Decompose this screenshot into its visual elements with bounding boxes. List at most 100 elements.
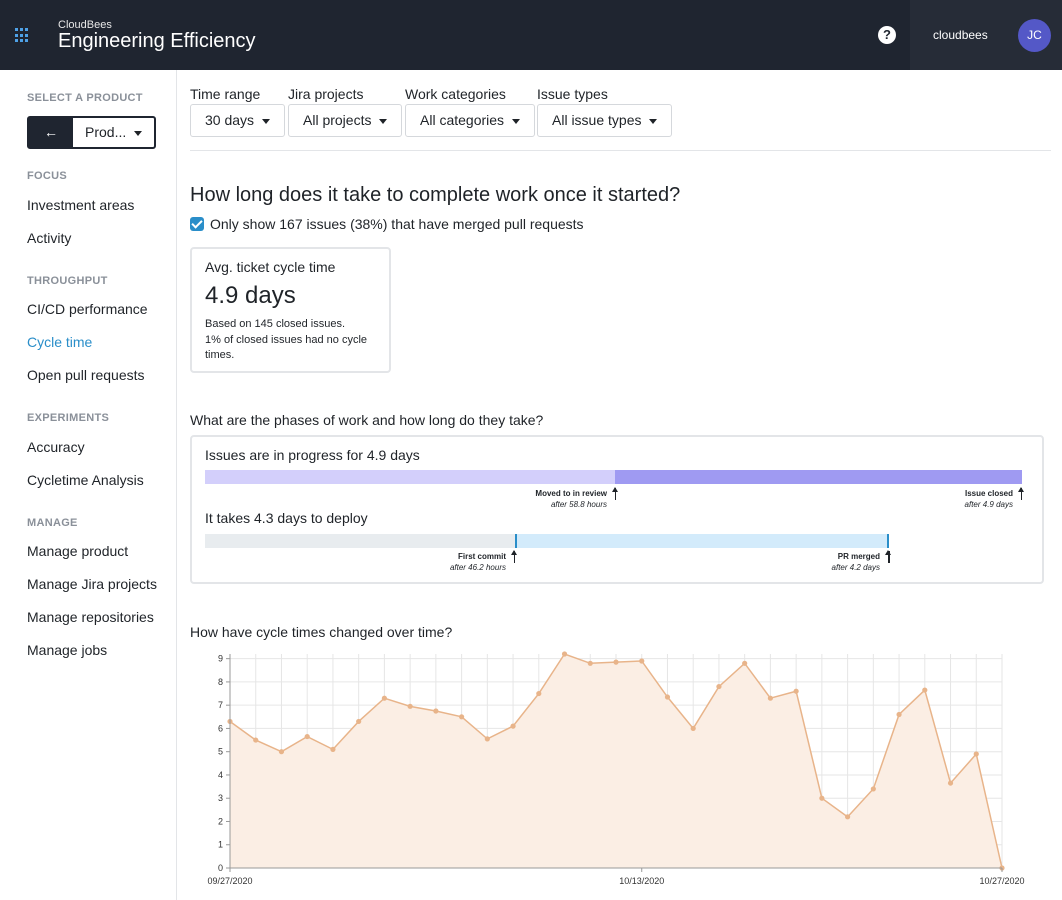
card-note-line: 1% of closed issues had no cycle times. (205, 333, 368, 362)
card-note: Based on 145 closed issues. 1% of closed… (205, 317, 380, 364)
sidebar-item-activity[interactable]: Activity (27, 230, 72, 246)
area-fill (230, 654, 1002, 868)
review-marker-label: Moved to in review (535, 489, 607, 498)
data-point (613, 659, 619, 665)
work-categories-value: All categories (420, 112, 505, 128)
section-heading-manage: MANAGE (27, 517, 78, 529)
arrow-up-icon (885, 550, 891, 563)
data-point (459, 714, 465, 720)
filters-divider (190, 150, 1051, 151)
select-product-heading: SELECT A PRODUCT (27, 92, 143, 104)
data-point (253, 737, 259, 743)
data-point (381, 695, 387, 701)
data-point (870, 786, 876, 792)
chevron-down-icon (379, 118, 388, 124)
cycle-time-area-chart: 0 1 2 3 4 5 6 7 8 9 09/27/2020 10/13/2020 10/27/2020 (207, 651, 1025, 886)
sidebar-item-accuracy[interactable]: Accuracy (27, 439, 85, 455)
time-range-value: 30 days (205, 112, 255, 128)
data-point (947, 780, 954, 786)
apps-grid-icon[interactable] (15, 28, 30, 43)
sidebar-item-open-pull-requests[interactable]: Open pull requests (27, 367, 145, 383)
data-point (330, 746, 336, 752)
sidebar-item-cycletime-analysis[interactable]: Cycletime Analysis (27, 472, 144, 488)
time-range-dropdown[interactable]: 30 days (190, 104, 286, 137)
app-title[interactable]: Engineering Efficiency (58, 30, 256, 52)
back-arrow-icon[interactable]: ← (29, 118, 73, 147)
issue-types-dropdown[interactable]: All issue types (537, 104, 673, 137)
avatar[interactable]: JC (1018, 19, 1051, 52)
x-tick-label: 10/13/2020 (619, 876, 664, 886)
chevron-down-icon (262, 118, 271, 124)
org-menu[interactable]: cloudbees JC (910, 0, 1062, 70)
y-tick-label: 8 (218, 677, 223, 687)
data-point (433, 708, 439, 714)
closed-marker-sub: after 4.9 days (964, 500, 1013, 509)
commit-marker-label: First commit (457, 552, 506, 561)
sidebar-item-manage-repositories[interactable]: Manage repositories (27, 609, 154, 625)
data-point (973, 751, 979, 757)
arrow-up-icon (612, 487, 618, 500)
chevron-down-icon (649, 118, 658, 124)
phases-panel: Issues are in progress for 4.9 days Move… (190, 435, 1044, 584)
page-question: How long does it take to complete work o… (190, 184, 681, 206)
sidebar-item-cicd-performance[interactable]: CI/CD performance (27, 301, 148, 317)
data-point (767, 695, 774, 701)
data-point (716, 683, 722, 690)
jira-projects-dropdown[interactable]: All projects (288, 104, 403, 137)
data-point (639, 658, 645, 664)
data-point (356, 718, 362, 725)
progress-phase-title: Issues are in progress for 4.9 days (205, 447, 420, 463)
product-dropdown[interactable]: Prod... (73, 118, 154, 147)
deploy-bar-commit-to-merge (515, 534, 889, 548)
merged-pr-checkbox-label[interactable]: Only show 167 issues (38%) that have mer… (210, 216, 584, 232)
work-categories-dropdown[interactable]: All categories (405, 104, 536, 137)
merged-pr-checkbox[interactable] (190, 217, 204, 231)
data-point (561, 651, 568, 657)
org-name: cloudbees (933, 28, 988, 42)
closed-marker: Issue closed after 4.9 days (965, 489, 1013, 509)
sidebar-item-manage-jobs[interactable]: Manage jobs (27, 642, 108, 658)
help-icon[interactable]: ? (878, 26, 896, 44)
card-note-line: Based on 145 closed issues. (205, 318, 346, 330)
merged-marker-label: PR merged (837, 552, 880, 561)
chevron-down-icon (512, 118, 521, 124)
data-point (922, 687, 928, 693)
top-bar: CloudBees Engineering Efficiency ? cloud… (0, 0, 1062, 70)
sidebar-item-investment-areas[interactable]: Investment areas (27, 197, 135, 213)
issue-types-label: Issue types (537, 86, 608, 102)
deploy-phase-title: It takes 4.3 days to deploy (205, 510, 368, 526)
work-categories-label: Work categories (405, 86, 506, 102)
sidebar-item-cycle-time[interactable]: Cycle time (27, 334, 93, 350)
sidebar-item-manage-product[interactable]: Manage product (27, 543, 129, 559)
card-title: Avg. ticket cycle time (205, 259, 336, 275)
section-heading-focus: FOCUS (27, 170, 67, 182)
y-tick-label: 0 (218, 863, 223, 873)
y-tick-label: 7 (218, 700, 223, 710)
commit-marker-sub: after 46.2 hours (449, 563, 506, 572)
chart-axes: 0 1 2 3 4 5 6 7 8 9 09/27/2020 10/13/2020 10/27/2020 (207, 654, 1024, 886)
phases-question: What are the phases of work and how long… (190, 412, 544, 428)
data-point (690, 725, 696, 732)
data-point (304, 733, 310, 740)
chevron-down-icon (134, 130, 143, 136)
avg-cycle-time-card: Avg. ticket cycle time 4.9 days Based on… (190, 247, 391, 373)
section-heading-throughput: THROUGHPUT (27, 275, 108, 287)
y-tick-label: 1 (218, 840, 223, 850)
data-point (407, 703, 413, 709)
sidebar-item-manage-jira-projects[interactable]: Manage Jira projects (27, 576, 157, 592)
data-point (793, 688, 799, 694)
time-range-label: Time range (190, 86, 261, 102)
product-dropdown-value: Prod... (85, 124, 127, 140)
data-point (510, 723, 516, 729)
commit-marker: First commit after 46.2 hours (450, 552, 506, 572)
x-tick-label: 10/27/2020 (979, 876, 1024, 886)
y-tick-label: 6 (218, 723, 223, 733)
review-marker: Moved to in review after 58.8 hours (535, 489, 607, 509)
x-tick-label: 09/27/2020 (207, 876, 252, 886)
review-marker-sub: after 58.8 hours (550, 500, 607, 509)
merged-marker-sub: after 4.2 days (831, 563, 880, 572)
jira-projects-label: Jira projects (288, 86, 364, 102)
data-point (278, 749, 285, 755)
data-point (484, 736, 490, 742)
jira-projects-value: All projects (303, 112, 372, 128)
